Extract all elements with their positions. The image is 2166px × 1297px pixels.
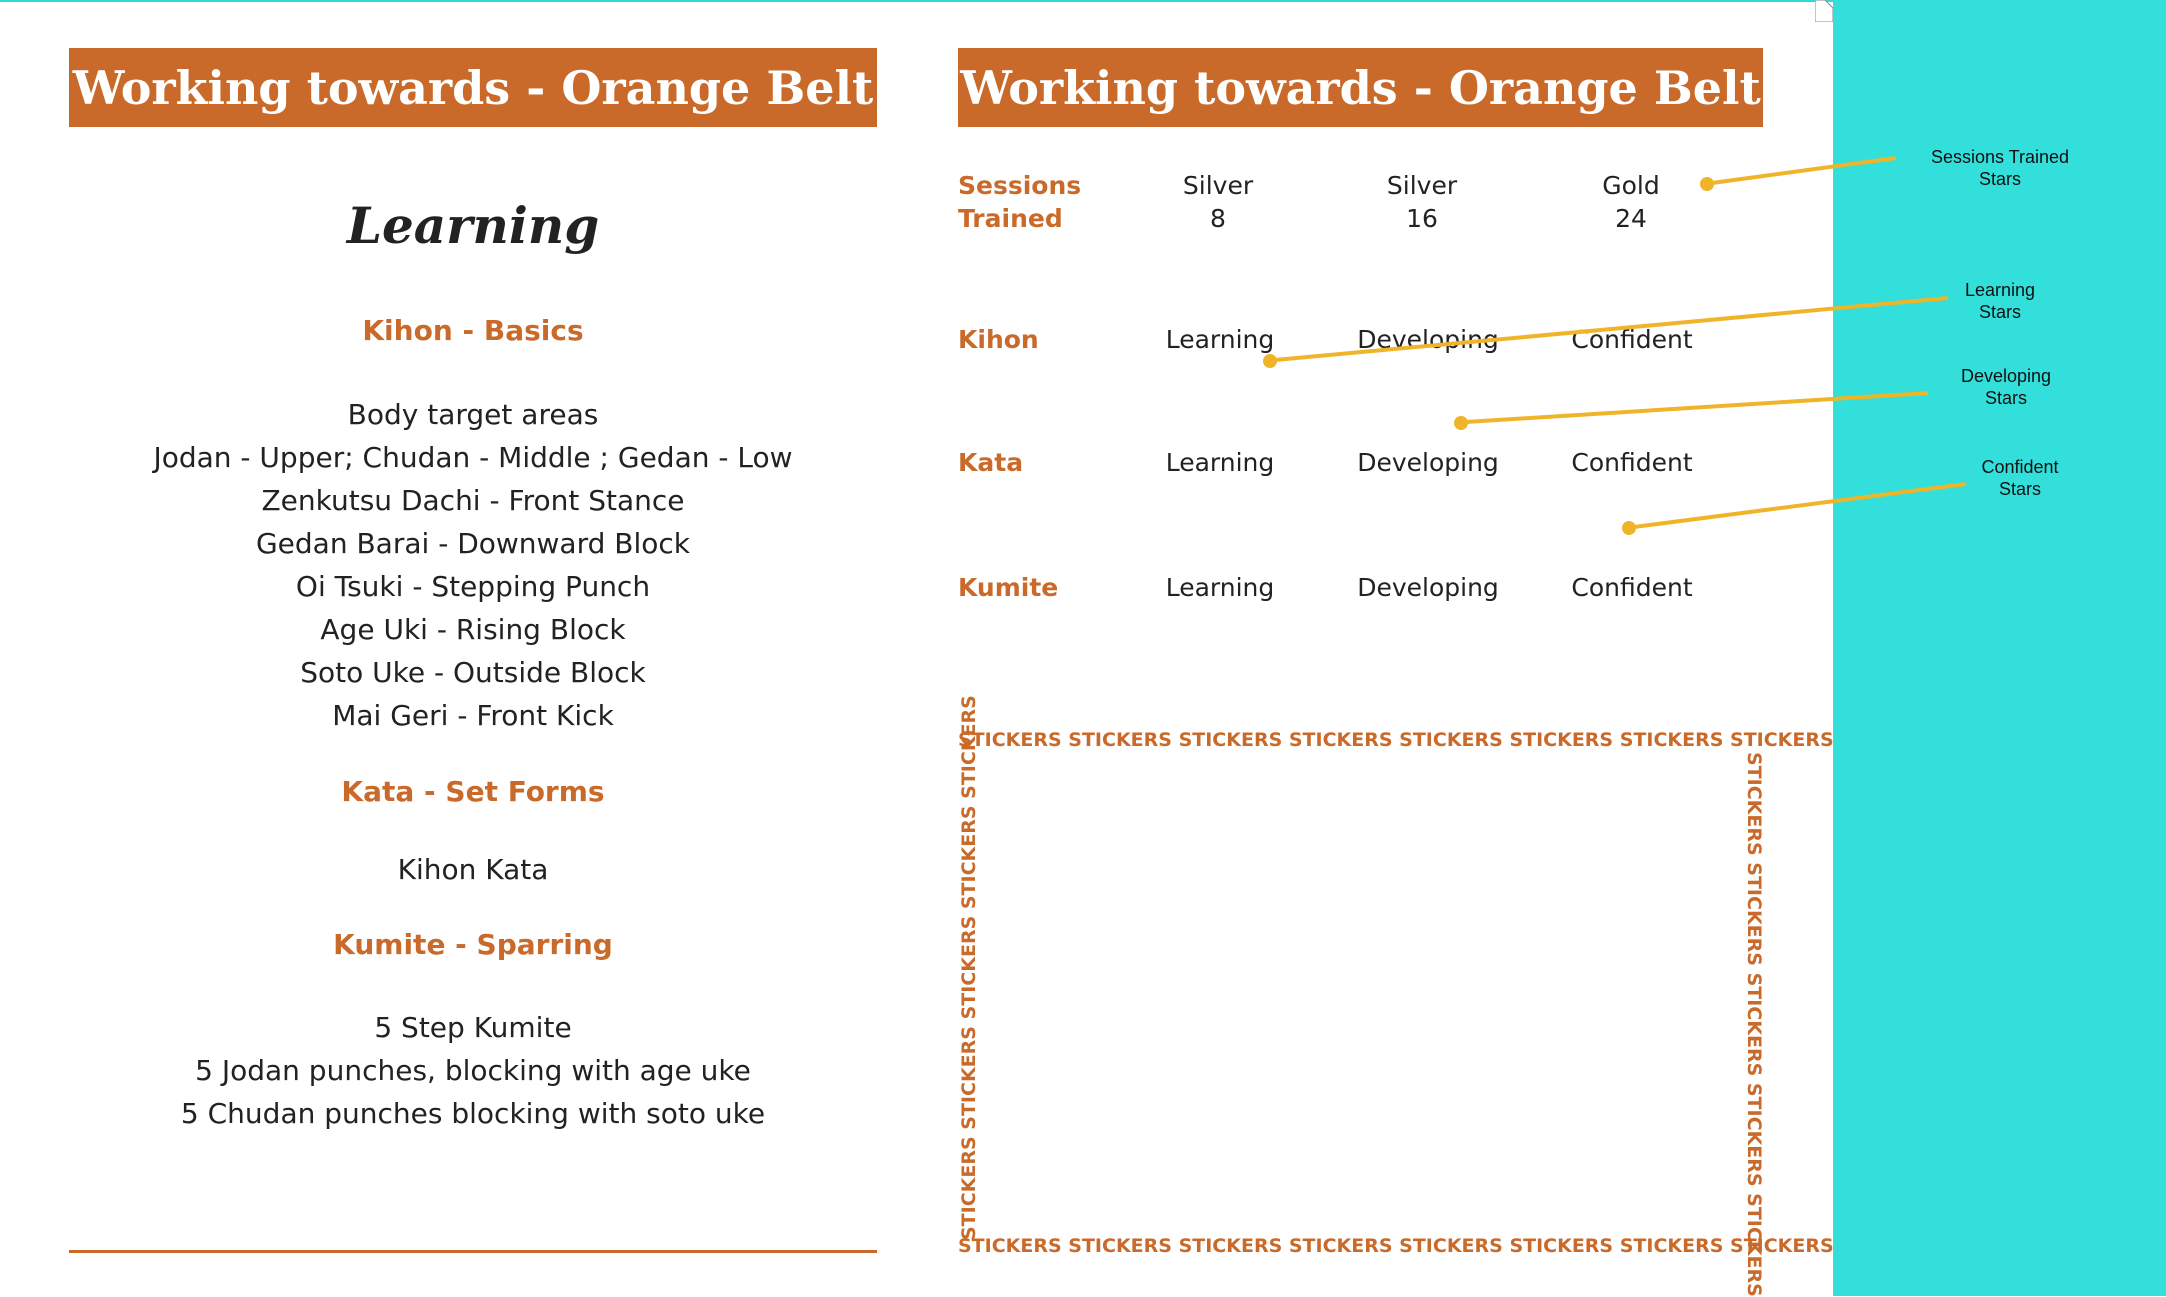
kihon-line: Gedan Barai - Downward Block [255,527,691,560]
arrow-developing-head [1454,416,1468,430]
note-text: Confident [1981,457,2059,477]
note-text: Stars [1978,302,2021,322]
kihon-line: Body target areas [347,398,599,431]
sessions-col-1: Silver 8 [1118,169,1318,235]
kihon-line: Mai Geri - Front Kick [332,699,614,732]
row-label-kumite: Kumite [958,573,1059,602]
bottom-rule [69,1250,877,1253]
kumite-line: 5 Chudan punches blocking with soto uke [180,1097,766,1130]
kumite-heading: Kumite - Sparring [333,928,613,961]
sessions-count: 24 [1615,204,1647,233]
stickers-border-top: STICKERS STICKERS STICKERS STICKERS STIC… [958,729,1834,751]
sessions-label-line1: Sessions [958,171,1082,200]
kata-line: Kihon Kata [397,853,549,886]
top-border [0,0,1833,2]
row-cell-learning: Learning [1165,573,1275,602]
note-text: Sessions Trained [1930,147,2070,167]
sessions-count: 8 [1210,204,1226,233]
row-label-kata: Kata [958,448,1024,477]
row-cell-developing: Developing [1357,573,1499,602]
sessions-level: Silver [1182,171,1254,200]
arrow-developing [1465,391,1929,424]
row-cell-learning: Learning [1165,325,1275,354]
kihon-heading: Kihon - Basics [362,314,584,347]
kihon-line: Zenkutsu Dachi - Front Stance [261,484,685,517]
note-text: Stars [1984,388,2027,408]
sessions-level: Gold [1602,171,1660,200]
note-learning-stars: Learning Stars [1900,279,2100,323]
stickers-border-bottom: STICKERS STICKERS STICKERS STICKERS STIC… [958,1235,1834,1257]
row-cell-confident: Confident [1571,573,1693,602]
sessions-count: 16 [1406,204,1438,233]
sessions-col-2: Silver 16 [1322,169,1522,235]
sessions-label-line2: Trained [958,204,1063,233]
note-text: Learning [1964,280,2036,300]
arrow-sessions [1711,156,1897,185]
arrow-confident-head [1622,521,1636,535]
arrow-learning [1274,296,1949,362]
kata-heading: Kata - Set Forms [341,775,605,808]
kihon-line: Oi Tsuki - Stepping Punch [295,570,651,603]
learning-heading: Learning [346,196,600,255]
kumite-line: 5 Step Kumite [374,1011,572,1044]
sessions-col-3: Gold 24 [1531,169,1731,235]
row-label-kihon: Kihon [958,325,1039,354]
kumite-line: 5 Jodan punches, blocking with age uke [195,1054,751,1087]
kihon-line: Age Uki - Rising Block [320,613,626,646]
note-sessions-stars: Sessions Trained Stars [1900,146,2100,190]
sessions-level: Silver [1386,171,1458,200]
arrow-sessions-head [1700,177,1714,191]
note-text: Stars [1978,169,2021,189]
arrow-confident [1633,482,1967,529]
annotation-panel [1833,0,2166,1296]
row-cell-developing: Developing [1357,448,1499,477]
note-confident-stars: Confident Stars [1920,456,2120,500]
row-cell-learning: Learning [1165,448,1275,477]
kihon-line: Jodan - Upper; Chudan - Middle ; Gedan -… [153,441,793,474]
row-cell-confident: Confident [1571,448,1693,477]
arrow-learning-head [1263,354,1277,368]
note-text: Stars [1998,479,2041,499]
note-text: Developing [1960,366,2052,386]
page-corner-icon [1815,0,1833,22]
page-title-right: Working towards - Orange Belt [958,48,1763,127]
note-developing-stars: Developing Stars [1906,365,2106,409]
sessions-label: Sessions Trained [958,169,1081,235]
kihon-line: Soto Uke - Outside Block [300,656,646,689]
page-title-left: Working towards - Orange Belt [69,48,877,127]
